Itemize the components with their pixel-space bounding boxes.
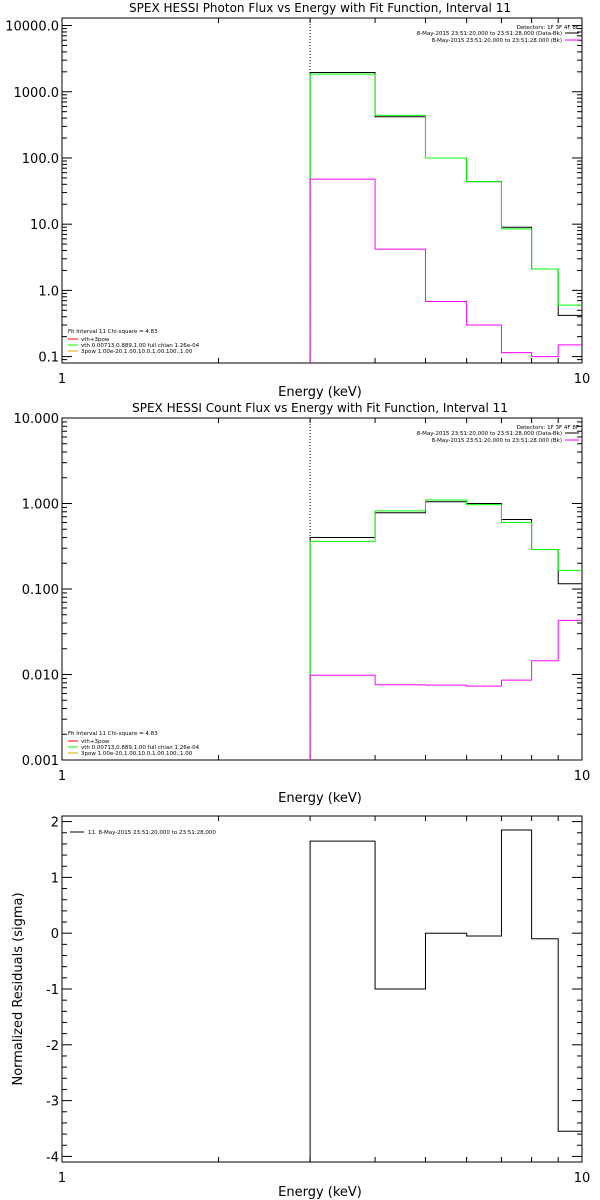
residuals-xtick-label: 10 [574,1171,591,1186]
count-right-legend: Detectors: 1F 3F 4F 8F 8-May-2015 23:51:… [417,425,579,444]
residuals-ytick-label: -3 [46,1095,59,1110]
residuals-ytick-label: 1 [51,871,59,886]
count-ytick-label: 0.010 [22,669,59,684]
count-series-0-line [309,501,582,760]
residuals-x-axis-label: Energy (keV) [278,1185,362,1200]
residuals-y-axis-label: Normalized Residuals (sigma) [11,892,26,1085]
count-x-tick-labels: 1 10 [58,769,590,784]
photon-xtick-label: 1 [58,372,66,387]
photon-chart-title: SPEX HESSI Photon Flux vs Energy with Fi… [129,1,511,15]
photon-left-legend: Fit Interval 11 Chi-square = 4.83 vth+3p… [68,329,200,355]
residuals-series-0-line [309,829,582,1162]
photon-right-legend: Detectors: 1F 3F 4F 8F 8-May-2015 23:51:… [417,25,579,44]
photon-legend-entry: 8-May-2015 23:51:20.000 to 23:51:28.000 … [432,38,562,44]
residuals-x-tick-labels: 1 10 [58,1171,590,1186]
residuals-axis-ticks [61,816,583,1162]
photon-axis-ticks [61,18,583,364]
residuals-xtick-label: 1 [58,1171,66,1186]
count-fit-entry: vth+3pow [81,739,110,745]
residuals-plot-frame [61,815,583,1163]
photon-legend-entry: 8-May-2015 23:51:20.000 to 23:51:28.000 … [417,31,562,37]
count-legend-detectors: Detectors: 1F 3F 4F 8F [517,425,579,431]
photon-series [309,72,582,363]
photon-series-2-line [309,178,582,363]
residuals-ytick-label: 2 [51,816,59,831]
residuals-ytick-label: -1 [46,983,59,998]
count-series [309,499,582,760]
count-fit-entry: vth 0.00713,0.889,1.00 full chian 1.26e-… [81,745,200,751]
residuals-ytick-label: -4 [46,1150,59,1165]
count-x-axis-label: Energy (keV) [278,791,362,806]
count-fit-header: Fit Interval 11 Chi-square = 4.83 [68,731,158,737]
photon-xtick-label: 10 [574,372,591,387]
residuals-chart: -4 -3 -2 -1 0 1 2 1 10 Energy (keV) Norm… [11,815,590,1200]
residuals-legend-entry: 11. 8-May-2015 23:51:20.000 to 23:51:28.… [88,830,216,836]
count-left-legend: Fit Interval 11 Chi-square = 4.83 vth+3p… [68,731,200,757]
photon-fit-header: Fit Interval 11 Chi-square = 4.83 [68,329,158,335]
residuals-y-tick-labels: -4 -3 -2 -1 0 1 2 [46,816,59,1166]
count-ytick-label: 0.100 [22,583,59,598]
photon-ytick-label: 1000.0 [14,86,60,101]
count-fit-entry: 3pow 1.00e-20,1.00,10.0,1.00,100.,1.00 [81,751,193,757]
count-xtick-label: 10 [574,769,591,784]
count-chart-title: SPEX HESSI Count Flux vs Energy with Fit… [132,401,508,415]
count-axis-ticks [61,417,583,761]
count-ytick-label: 0.001 [22,754,59,769]
photon-x-tick-labels: 1 10 [58,372,590,387]
count-y-tick-labels: 0.001 0.010 0.100 1.000 10.000 [14,412,60,769]
count-series-2-line [309,619,582,760]
photon-ytick-label: 10000.0 [5,20,59,35]
photon-y-tick-labels: 0.1 1.0 10.0 100.0 1000.0 10000.0 [5,20,59,366]
count-flux-chart: SPEX HESSI Count Flux vs Energy with Fit… [14,401,591,806]
photon-ytick-label: 10.0 [30,218,59,233]
photon-ytick-label: 100.0 [22,152,59,167]
count-plot-frame [61,417,583,761]
residuals-legend: 11. 8-May-2015 23:51:20.000 to 23:51:28.… [70,830,216,836]
photon-series-0-line [309,72,582,363]
photon-legend-detectors: Detectors: 1F 3F 4F 8F [517,25,579,31]
photon-fit-entry: vth 0.00713,0.889,1.00 full chian 1.26e-… [81,343,200,349]
photon-ytick-label: 1.0 [38,284,59,299]
photon-fit-entry: 3pow 1.00e-20,1.00,10.0,1.00,100.,1.00 [81,349,193,355]
photon-plot-frame [61,17,583,364]
photon-ytick-label: 0.1 [38,351,59,366]
residuals-ytick-label: -2 [46,1039,59,1054]
residuals-ytick-label: 0 [51,927,59,942]
count-ytick-label: 1.000 [22,498,59,513]
count-legend-entry: 8-May-2015 23:51:20.000 to 23:51:28.000 … [432,438,562,444]
residuals-series [309,829,582,1162]
photon-x-axis-label: Energy (keV) [278,385,362,400]
count-series-1-line [309,499,582,760]
count-legend-entry: 8-May-2015 23:51:20.000 to 23:51:28.000 … [417,431,562,437]
photon-flux-chart: SPEX HESSI Photon Flux vs Energy with Fi… [5,1,590,400]
photon-fit-entry: vth+3pow [81,337,110,343]
photon-series-1-line [309,73,582,363]
count-xtick-label: 1 [58,769,66,784]
count-ytick-label: 10.000 [14,412,60,427]
